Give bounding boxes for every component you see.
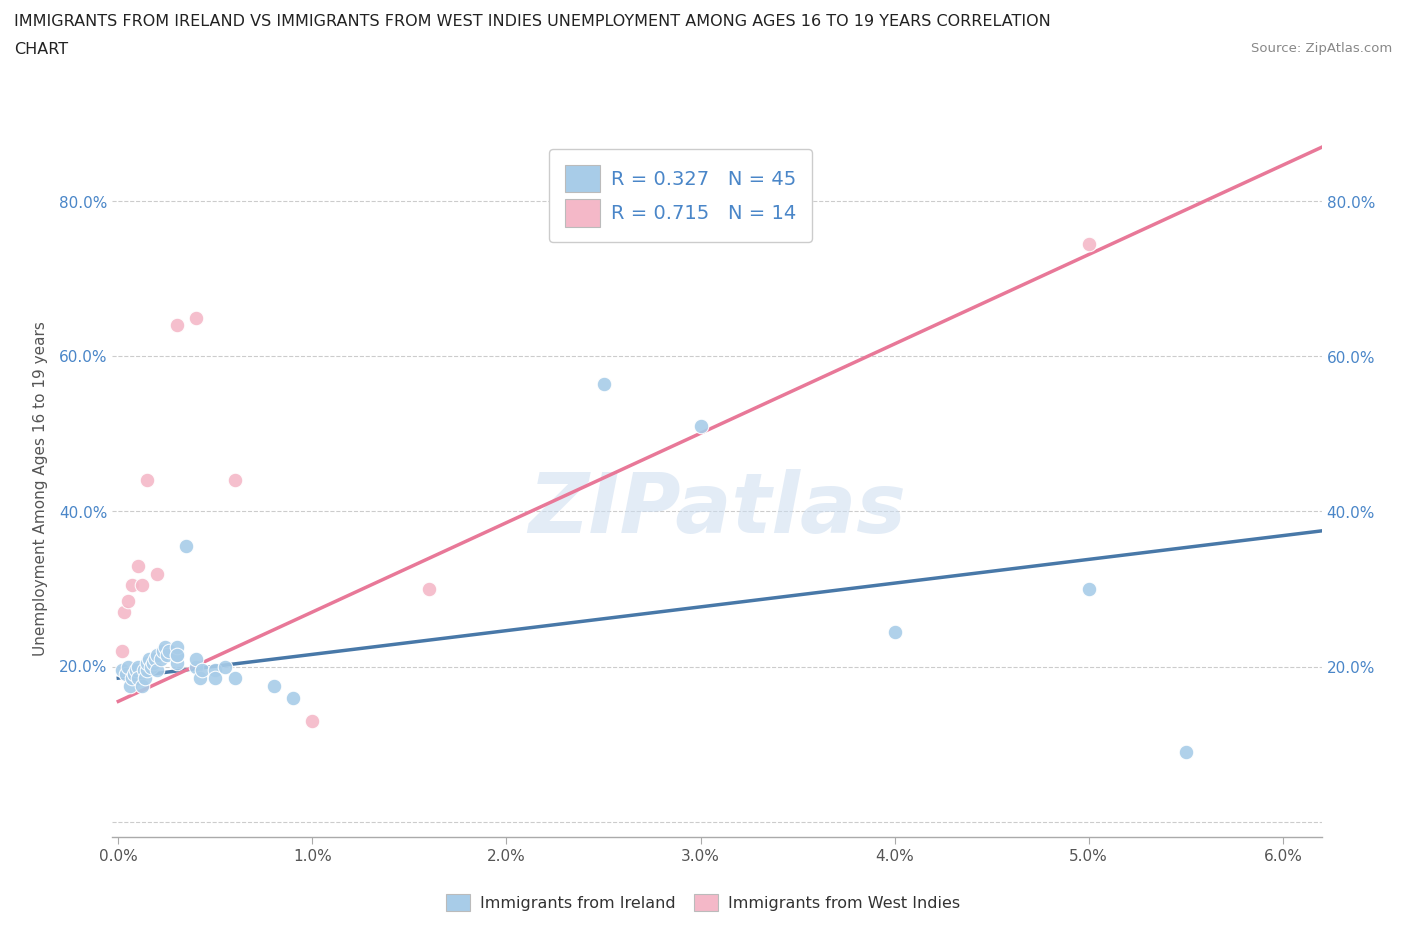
Point: [166, 640, 188, 655]
Point: [134, 671, 156, 685]
Point: [121, 671, 143, 685]
Point: [131, 578, 153, 592]
Point: [281, 690, 304, 705]
Legend: Immigrants from Ireland, Immigrants from West Indies: Immigrants from Ireland, Immigrants from…: [440, 888, 966, 917]
Point: [214, 659, 236, 674]
Point: [418, 581, 440, 596]
Legend: R = 0.327   N = 45, R = 0.715   N = 14: R = 0.327 N = 45, R = 0.715 N = 14: [550, 149, 813, 242]
Point: [141, 659, 163, 674]
Point: [117, 659, 139, 674]
Point: [136, 473, 159, 488]
Point: [143, 651, 166, 666]
Point: [146, 647, 169, 662]
Point: [131, 679, 153, 694]
Point: [136, 656, 159, 671]
Point: [112, 604, 135, 619]
Point: [146, 566, 169, 581]
Point: [115, 667, 138, 682]
Point: [184, 659, 207, 674]
Text: ZIPatlas: ZIPatlas: [529, 469, 905, 550]
Point: [184, 311, 207, 325]
Point: [204, 663, 226, 678]
Text: CHART: CHART: [14, 42, 67, 57]
Point: [132, 663, 155, 678]
Point: [127, 659, 149, 674]
Point: [174, 539, 197, 554]
Point: [127, 558, 149, 573]
Point: [166, 647, 188, 662]
Text: Source: ZipAtlas.com: Source: ZipAtlas.com: [1251, 42, 1392, 55]
Point: [263, 679, 285, 694]
Point: [166, 318, 188, 333]
Point: [111, 663, 134, 678]
Point: [1174, 744, 1197, 759]
Point: [156, 647, 179, 662]
Point: [188, 671, 211, 685]
Point: [118, 679, 141, 694]
Point: [301, 713, 323, 728]
Point: [592, 377, 614, 392]
Y-axis label: Unemployment Among Ages 16 to 19 years: Unemployment Among Ages 16 to 19 years: [32, 321, 48, 656]
Point: [184, 651, 207, 666]
Point: [1077, 581, 1099, 596]
Point: [190, 663, 212, 678]
Point: [142, 656, 165, 671]
Point: [136, 663, 159, 678]
Point: [150, 651, 173, 666]
Point: [157, 644, 180, 658]
Point: [117, 593, 139, 608]
Point: [689, 418, 711, 433]
Point: [111, 644, 134, 658]
Point: [224, 671, 246, 685]
Point: [146, 663, 169, 678]
Point: [152, 644, 174, 658]
Point: [153, 640, 176, 655]
Text: IMMIGRANTS FROM IRELAND VS IMMIGRANTS FROM WEST INDIES UNEMPLOYMENT AMONG AGES 1: IMMIGRANTS FROM IRELAND VS IMMIGRANTS FR…: [14, 14, 1050, 29]
Point: [122, 667, 145, 682]
Point: [204, 671, 226, 685]
Point: [125, 663, 148, 678]
Point: [166, 647, 188, 662]
Point: [127, 671, 149, 685]
Point: [166, 656, 188, 671]
Point: [121, 578, 143, 592]
Point: [224, 473, 246, 488]
Point: [883, 624, 905, 639]
Point: [1077, 237, 1099, 252]
Point: [138, 651, 160, 666]
